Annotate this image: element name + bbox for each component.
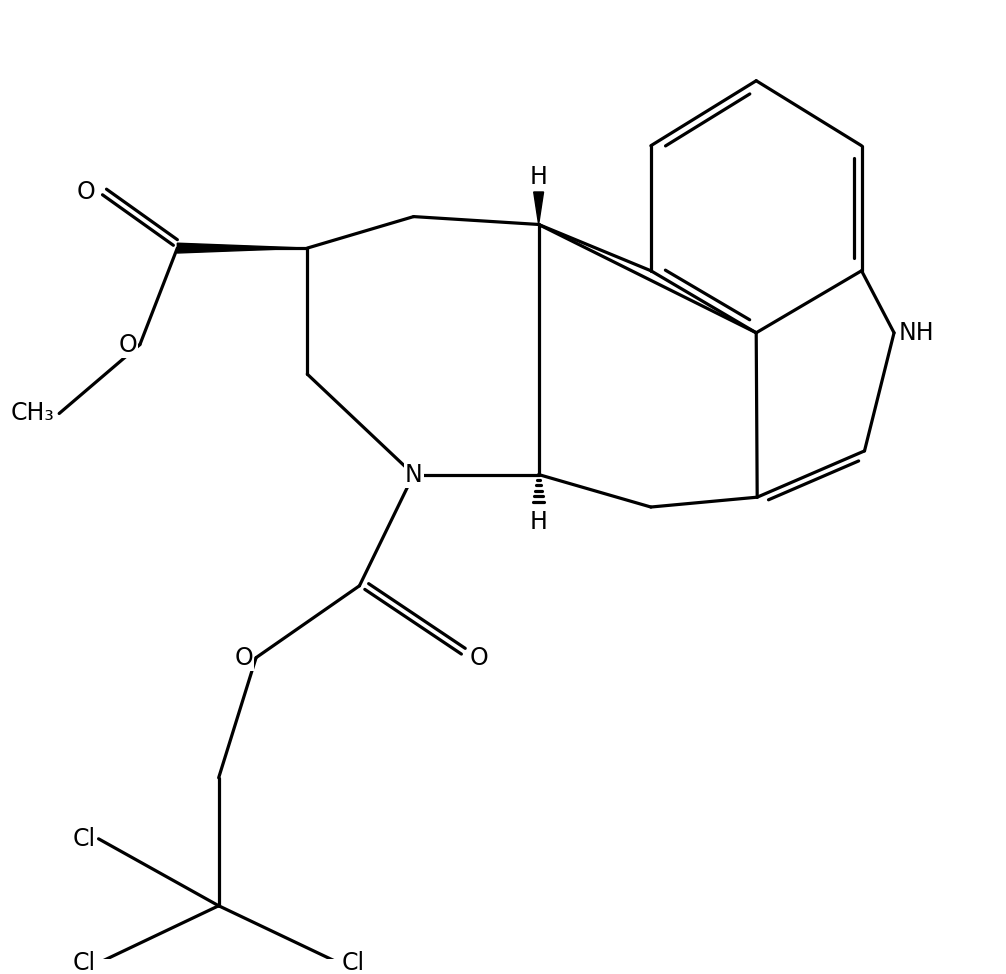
Polygon shape <box>177 244 307 253</box>
Text: H: H <box>530 166 547 189</box>
Text: Cl: Cl <box>342 951 365 974</box>
Polygon shape <box>534 192 543 224</box>
Text: H: H <box>530 509 547 534</box>
Text: N: N <box>404 463 423 487</box>
Text: Cl: Cl <box>72 827 96 851</box>
Text: O: O <box>234 646 254 670</box>
Text: O: O <box>76 180 96 204</box>
Text: Cl: Cl <box>72 951 96 974</box>
Text: O: O <box>118 332 137 356</box>
Text: O: O <box>470 646 489 670</box>
Text: CH₃: CH₃ <box>10 401 54 426</box>
Text: NH: NH <box>899 320 935 345</box>
